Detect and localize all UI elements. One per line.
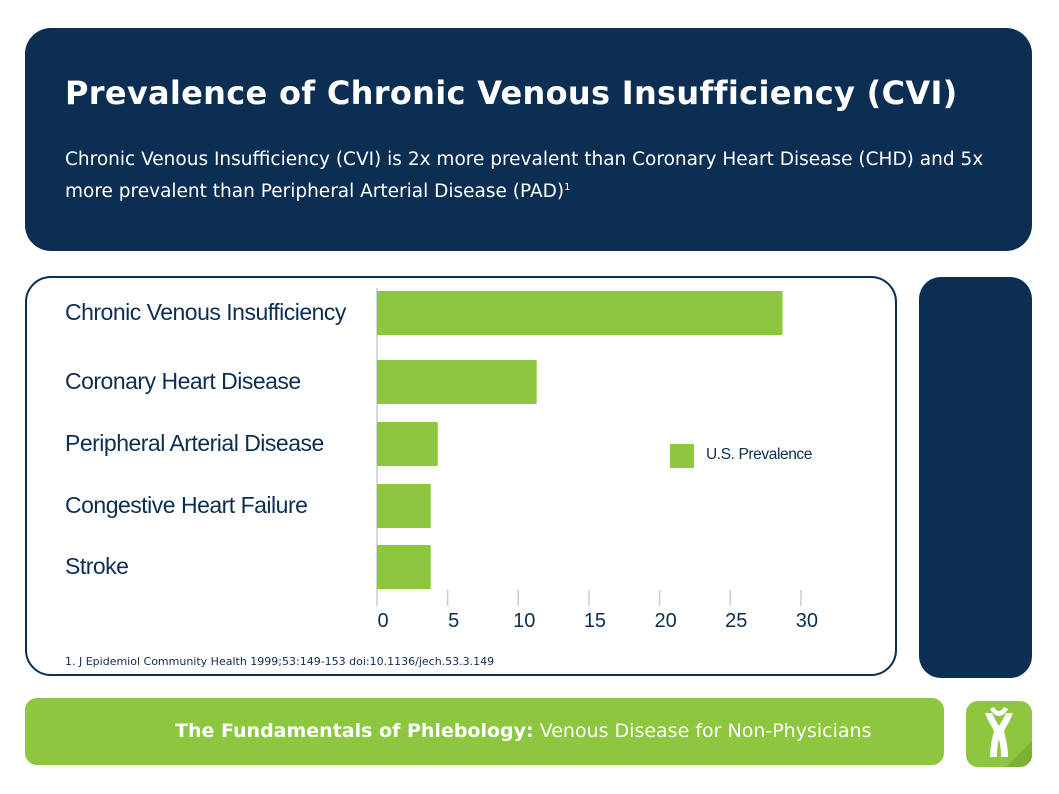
header-panel: Prevalence of Chronic Venous Insufficien…	[25, 28, 1032, 251]
category-label-0: Chronic Venous Insufficiency	[65, 299, 346, 325]
bar-0	[377, 291, 783, 335]
category-label-3: Congestive Heart Failure	[65, 492, 308, 518]
subtitle-footnote-marker: 1	[564, 182, 571, 193]
x-tick-label-5: 5	[448, 610, 460, 632]
bar-1	[377, 360, 537, 404]
legend-label: U.S. Prevalence	[706, 446, 812, 463]
bar-4	[377, 545, 431, 589]
bar-chart	[376, 288, 802, 606]
vein-logo-graphic	[985, 707, 1032, 767]
bar-2	[377, 422, 438, 466]
footer-bar: The Fundamentals of Phlebology: Venous D…	[25, 698, 944, 765]
page-title: Prevalence of Chronic Venous Insufficien…	[65, 74, 958, 112]
legend-swatch	[670, 444, 694, 468]
category-label-2: Peripheral Arterial Disease	[65, 430, 324, 456]
x-tick-label-20: 20	[654, 610, 677, 632]
x-tick-label-0: 0	[377, 610, 389, 632]
category-label-1: Coronary Heart Disease	[65, 368, 301, 394]
footer-text-regular: Venous Disease for Non-Physicians	[539, 720, 872, 742]
vein-logo-icon	[966, 701, 1032, 767]
footer-text: The Fundamentals of Phlebology: Venous D…	[175, 720, 871, 742]
x-tick-label-30: 30	[795, 610, 819, 632]
bar-3	[377, 484, 431, 528]
page-subtitle: Chronic Venous Insufficiency (CVI) is 2x…	[65, 146, 995, 206]
x-tick-label-10: 10	[513, 610, 536, 632]
x-tick-label-15: 15	[583, 610, 607, 632]
category-label-4: Stroke	[65, 553, 129, 579]
chart-card: Chronic Venous Insufficiency Coronary Hea…	[25, 276, 897, 676]
footer-text-bold: The Fundamentals of Phlebology:	[175, 720, 534, 742]
x-tick-label-25: 25	[725, 610, 748, 632]
footnote: 1. J Epidemiol Community Health 1999;53:…	[65, 655, 495, 668]
side-panel	[919, 277, 1032, 678]
subtitle-text: Chronic Venous Insufficiency (CVI) is 2x…	[65, 149, 984, 203]
